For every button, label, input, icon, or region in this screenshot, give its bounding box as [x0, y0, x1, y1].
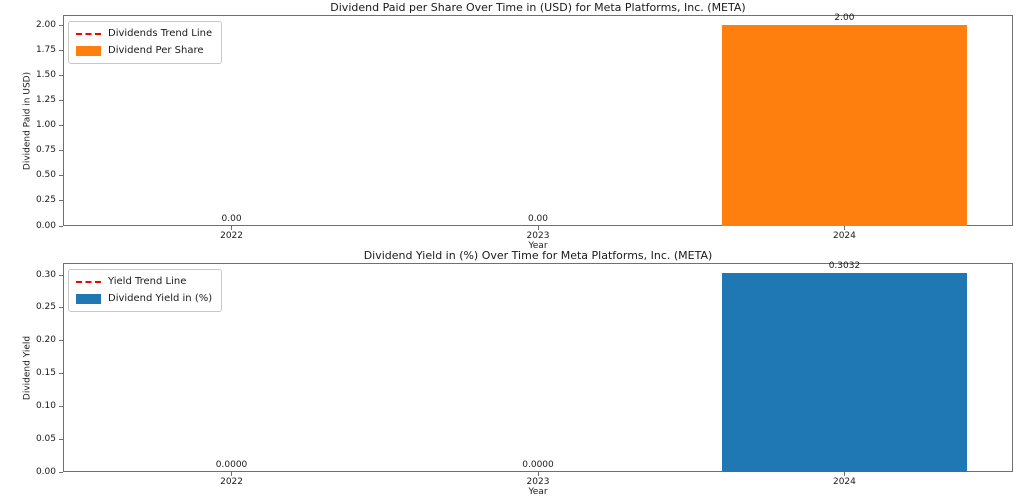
bar-2024	[721, 272, 968, 472]
bar-value-label: 0.0000	[522, 460, 554, 470]
y-tick-label: 0.10	[35, 400, 56, 411]
bar-value-label: 2.00	[834, 13, 855, 24]
y-tick-mark	[59, 307, 63, 309]
bar-value-label: 0.0000	[215, 460, 248, 470]
y-tick-label: 0.05	[35, 433, 56, 444]
legend-label: Yield Trend Line	[108, 276, 187, 287]
legend-label: Dividend Per Share	[108, 45, 204, 56]
x-tick-label: 2024	[832, 477, 856, 487]
plot-area	[63, 15, 1013, 226]
x-tick-mark	[537, 226, 539, 230]
y-tick-mark	[59, 471, 63, 473]
bar-2024	[721, 25, 968, 226]
legend: Yield Trend Line Dividend Yield in (%)	[68, 269, 223, 312]
y-tick-label: 0.20	[35, 335, 56, 346]
y-tick-label: 0.00	[35, 466, 56, 477]
chart-title: Dividend Paid per Share Over Time in (US…	[330, 1, 746, 14]
y-tick-mark	[59, 340, 63, 342]
dashed-trend-line-swatch-icon	[76, 281, 101, 283]
color-patch-swatch-icon	[76, 46, 101, 56]
color-patch-swatch-icon	[76, 294, 101, 304]
y-tick-mark	[59, 125, 63, 127]
y-tick-mark	[59, 150, 63, 152]
y-tick-label: 0.25	[35, 302, 56, 313]
y-tick-mark	[59, 49, 63, 51]
y-tick-label: 0.15	[35, 368, 56, 379]
legend-label: Dividends Trend Line	[108, 28, 213, 39]
bar-value-label: 0.00	[527, 214, 549, 224]
y-tick-mark	[59, 24, 63, 26]
bar-value-label: 0.3032	[828, 260, 861, 271]
bar-value-label: 0.00	[221, 214, 242, 224]
x-tick-label: 2023	[526, 477, 550, 487]
y-tick-label: 1.00	[35, 120, 56, 131]
x-tick-mark	[843, 472, 845, 476]
y-tick-label: 1.75	[35, 44, 56, 55]
y-tick-mark	[59, 373, 63, 375]
x-tick-mark	[537, 472, 539, 476]
y-tick-label: 0.00	[35, 220, 56, 231]
y-tick-mark	[59, 200, 63, 202]
x-axis-label: Year	[528, 487, 548, 497]
legend-row: Dividend Per Share	[76, 44, 212, 58]
dashed-trend-line-swatch-icon	[76, 33, 101, 35]
y-tick-label: 2.00	[35, 19, 56, 30]
x-tick-label: 2024	[832, 231, 856, 241]
legend-row: Dividends Trend Line	[76, 27, 212, 41]
y-tick-label: 1.50	[35, 69, 56, 80]
y-tick-mark	[59, 274, 63, 276]
y-tick-mark	[59, 74, 63, 76]
y-tick-label: 0.30	[35, 269, 56, 280]
y-tick-label: 1.25	[35, 94, 56, 105]
legend-row: Dividend Yield in (%)	[76, 292, 212, 306]
y-tick-label: 0.50	[35, 170, 56, 181]
legend: Dividends Trend Line Dividend Per Share	[68, 21, 223, 64]
y-tick-label: 0.75	[35, 145, 56, 156]
plot-area	[63, 263, 1013, 472]
x-tick-label: 2022	[220, 477, 243, 487]
x-tick-mark	[231, 472, 233, 476]
legend-label: Dividend Yield in (%)	[108, 293, 213, 304]
y-tick-mark	[59, 99, 63, 101]
x-tick-mark	[843, 226, 845, 230]
y-tick-mark	[59, 438, 63, 440]
legend-row: Yield Trend Line	[76, 275, 212, 289]
x-tick-mark	[231, 226, 233, 230]
y-tick-mark	[59, 225, 63, 227]
y-tick-mark	[59, 405, 63, 407]
y-tick-label: 0.25	[35, 195, 56, 206]
x-tick-label: 2023	[526, 231, 550, 241]
x-tick-label: 2022	[220, 231, 243, 241]
y-tick-mark	[59, 175, 63, 177]
x-axis-label: Year	[528, 241, 548, 251]
chart-title: Dividend Yield in (%) Over Time for Meta…	[363, 249, 713, 262]
